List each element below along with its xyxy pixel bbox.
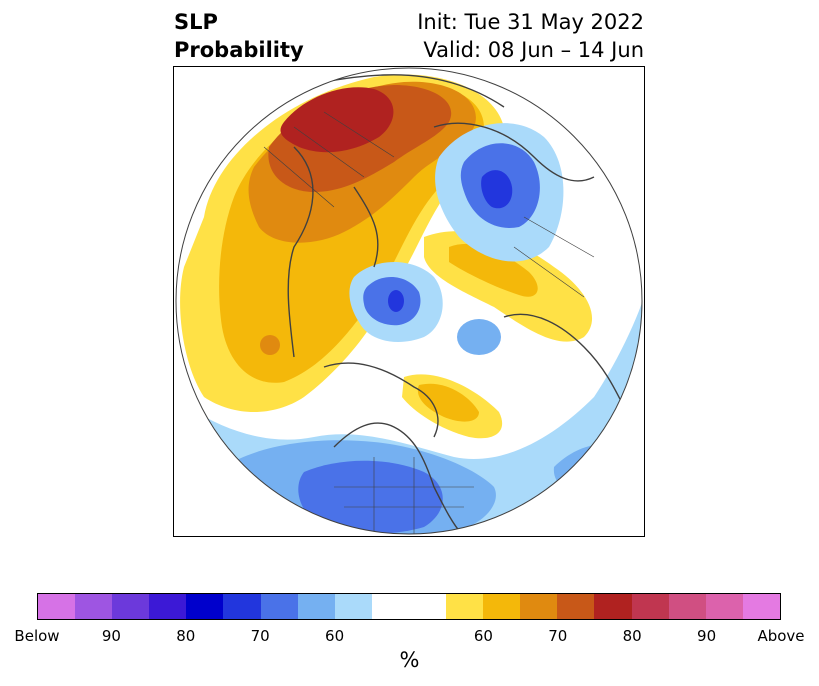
colorbar-swatch bbox=[705, 594, 743, 619]
colorbar-swatch bbox=[557, 594, 595, 619]
colorbar-tick-label: 60 bbox=[325, 627, 345, 645]
colorbar-tick-label: 70 bbox=[250, 627, 270, 645]
colorbar-tick-label: Above bbox=[757, 627, 805, 645]
colorbar-tick-label: Below bbox=[14, 627, 60, 645]
title-valid-range: Valid: 08 Jun – 14 Jun bbox=[423, 38, 644, 62]
country-borders bbox=[263, 111, 595, 534]
colorbar-swatch bbox=[149, 594, 187, 619]
colorbar-swatch bbox=[260, 594, 298, 619]
title-right: Init: Tue 31 May 2022 Valid: 08 Jun – 14… bbox=[417, 8, 644, 64]
colorbar-tick-label: 80 bbox=[176, 627, 196, 645]
colorbar-tick-label: 80 bbox=[622, 627, 642, 645]
region-above-80-europe bbox=[280, 87, 394, 153]
title-probability: Probability bbox=[174, 38, 304, 62]
region-above-65-canada bbox=[417, 383, 479, 422]
region-below-80-eastasia bbox=[388, 290, 404, 312]
title-slp: SLP bbox=[174, 10, 218, 34]
map-panel bbox=[173, 66, 645, 537]
colorbar-swatch bbox=[446, 594, 484, 619]
probability-map bbox=[175, 67, 643, 535]
colorbar-swatch bbox=[75, 594, 113, 619]
colorbar-swatch bbox=[742, 594, 780, 619]
colorbar-swatch bbox=[668, 594, 706, 619]
colorbar bbox=[37, 593, 781, 620]
colorbar-swatch bbox=[631, 594, 669, 619]
colorbar-tick-label: 90 bbox=[697, 627, 717, 645]
colorbar-swatch bbox=[594, 594, 632, 619]
map-boundary bbox=[175, 67, 643, 535]
region-below-80-barents bbox=[481, 170, 513, 209]
colorbar-swatch bbox=[112, 594, 150, 619]
colorbar-swatch bbox=[223, 594, 261, 619]
colorbar-tick-label: 90 bbox=[101, 627, 121, 645]
colorbar-swatch bbox=[38, 594, 76, 619]
colorbar-tick-label: 70 bbox=[548, 627, 568, 645]
region-above-70-pacific-spot bbox=[260, 335, 280, 355]
colorbar-unit-label: % bbox=[399, 648, 420, 672]
colorbar-swatch bbox=[371, 594, 447, 619]
colorbar-swatch bbox=[297, 594, 335, 619]
region-below-65-alaska bbox=[457, 319, 501, 355]
region-below-70-usa bbox=[298, 460, 443, 534]
colorbar-swatch bbox=[520, 594, 558, 619]
colorbar-swatch bbox=[334, 594, 372, 619]
colorbar-swatch bbox=[186, 594, 224, 619]
region-above-65-siberia bbox=[449, 243, 538, 297]
colorbar-ticks: Below 90 80 70 60 60 70 80 90 Above bbox=[14, 627, 804, 647]
colorbar-tick-label: 60 bbox=[473, 627, 493, 645]
title-init-date: Init: Tue 31 May 2022 bbox=[417, 10, 644, 34]
title-left: SLP Probability bbox=[174, 8, 304, 64]
colorbar-swatch bbox=[483, 594, 521, 619]
